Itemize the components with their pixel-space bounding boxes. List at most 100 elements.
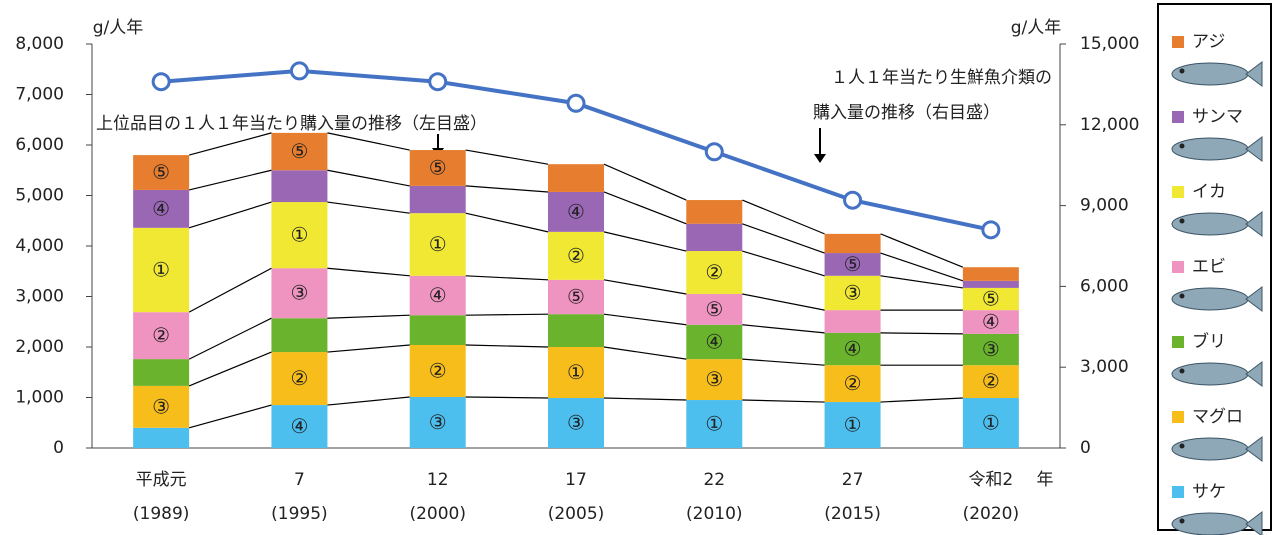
rank-label: ② — [429, 358, 447, 382]
connector — [742, 199, 825, 235]
bar-segment — [409, 185, 466, 214]
connector — [880, 233, 964, 268]
bar-segment — [271, 268, 328, 319]
x-tick-label: 17 — [565, 470, 587, 490]
legend-swatch — [1172, 411, 1184, 423]
fish-eye — [1179, 143, 1185, 149]
annotation: 上位品目の１人１年当たり購入量の推移（左目盛） — [96, 114, 487, 134]
rank-label: ② — [152, 323, 170, 347]
rank-label: ⑤ — [982, 287, 1000, 311]
y2-tick-label: 12,000 — [1080, 115, 1139, 135]
line-point — [289, 61, 309, 81]
connector — [327, 132, 410, 151]
rank-label: ③ — [290, 281, 308, 305]
bar-segment — [409, 275, 466, 316]
connector — [465, 212, 549, 233]
fish-tail — [1245, 286, 1263, 312]
rank-label: ⑤ — [844, 252, 862, 276]
x-tick-label: 12 — [427, 470, 449, 490]
legend-label: アジ — [1192, 32, 1225, 52]
y2-tick-label: 6,000 — [1080, 276, 1129, 296]
y-tick-label: 5,000 — [15, 186, 64, 206]
legend-swatch — [1172, 36, 1184, 48]
legend-label: ブリ — [1192, 331, 1226, 352]
arrows — [432, 128, 826, 163]
fish-body — [1171, 62, 1249, 86]
y-tick-label: 4,000 — [15, 236, 64, 256]
fish-body — [1171, 137, 1249, 161]
fish-body — [1171, 362, 1249, 386]
connector — [742, 293, 825, 311]
legend-swatch — [1172, 186, 1184, 198]
bar-segment — [686, 400, 743, 448]
bar-segment — [409, 315, 466, 345]
legend-icon — [1171, 361, 1263, 387]
y-tick-label: 1,000 — [15, 388, 64, 408]
fish-eye — [1179, 443, 1185, 449]
connector — [603, 279, 687, 295]
bar-segment — [271, 352, 328, 406]
legend-label: サケ — [1192, 482, 1226, 502]
x-tick-label: 7 — [294, 470, 305, 490]
connector — [188, 404, 272, 429]
rank-label: ② — [705, 260, 723, 284]
connector — [465, 149, 549, 165]
line-point — [981, 220, 1001, 240]
bar-segment — [271, 405, 328, 448]
bar-segment — [824, 402, 881, 448]
x-axis-label: 年 — [1037, 470, 1054, 490]
bar-segment — [686, 359, 743, 401]
annotation: １人１年当たり生鮮魚介類の — [831, 68, 1052, 88]
connector — [188, 132, 272, 156]
rank-label: ③ — [982, 337, 1000, 361]
rank-label: ④ — [429, 283, 447, 307]
connector — [189, 169, 272, 191]
connector — [465, 275, 549, 281]
fish-body — [1171, 287, 1249, 311]
line-point — [704, 142, 724, 162]
rank-label: ⑤ — [705, 297, 723, 321]
connector — [742, 399, 825, 403]
rank-label: ④ — [152, 196, 170, 220]
bar-segment — [548, 164, 604, 192]
rank-label: ④ — [567, 199, 585, 223]
x-tick-sublabel: (1995) — [271, 504, 328, 524]
bar-segment — [133, 189, 190, 228]
bar-segment — [962, 267, 1019, 281]
connector — [465, 396, 549, 399]
y-tick-label: 7,000 — [15, 85, 64, 105]
legend-label: エビ — [1192, 257, 1226, 277]
bar-segment — [962, 310, 1019, 334]
rank-label: ③ — [152, 394, 170, 418]
bar-segment — [824, 233, 881, 254]
legend-icon — [1171, 211, 1263, 237]
bar-segment — [133, 155, 190, 190]
fish-eye — [1179, 293, 1185, 299]
line-point — [428, 72, 448, 92]
legend-icon — [1171, 61, 1263, 87]
bar-segment — [133, 385, 190, 428]
bar-segment — [548, 347, 604, 399]
rank-label: ⑤ — [290, 139, 308, 163]
connector — [188, 317, 272, 360]
rank-label: ⑤ — [567, 285, 585, 309]
legend-label: イカ — [1192, 182, 1226, 202]
legend-icon — [1171, 136, 1263, 162]
connector — [742, 223, 825, 254]
connector — [327, 267, 410, 277]
bar-segment — [686, 251, 743, 294]
y-tick-label: 6,000 — [15, 135, 64, 155]
rank-label: ③ — [567, 411, 585, 435]
bar-segment — [962, 333, 1019, 366]
annotation: 購入量の推移（右目盛） — [813, 103, 1000, 123]
rank-label: ① — [152, 257, 170, 281]
y2-tick-label: 9,000 — [1080, 196, 1129, 216]
legend-icon — [1171, 511, 1263, 535]
bar-segment — [686, 324, 743, 360]
line-point — [843, 190, 863, 210]
bar-segment — [824, 253, 881, 276]
rank-label: ④ — [844, 337, 862, 361]
bar-segment — [409, 213, 466, 276]
legend-label: マグロ — [1192, 407, 1243, 427]
bar-segment — [271, 132, 328, 171]
